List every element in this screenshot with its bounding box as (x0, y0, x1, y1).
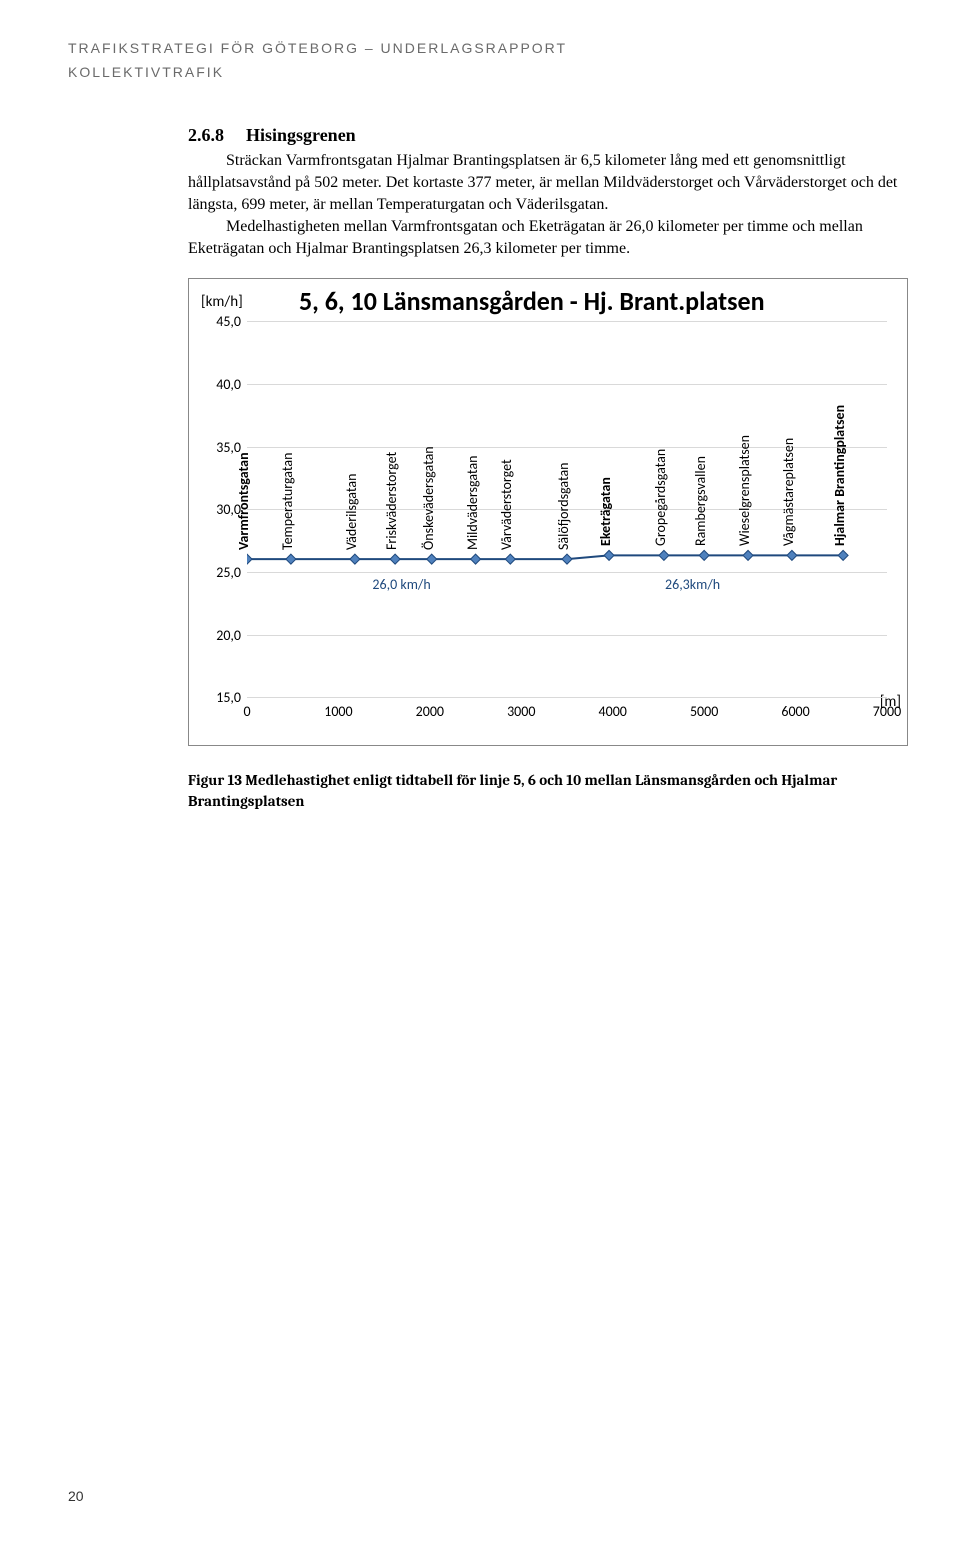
chart-marker (505, 555, 515, 565)
section-title: Hisingsgrenen (246, 125, 356, 145)
section-number: 2.6.8 (188, 125, 224, 145)
stop-label: Väderilsgatan (343, 473, 360, 549)
x-tick-label: 6000 (781, 703, 809, 720)
page-number: 20 (68, 1488, 84, 1504)
header-line2: KOLLEKTIVTRAFIK (68, 64, 567, 80)
chart-marker (286, 555, 296, 565)
speed-annotation: 26,0 km/h (372, 576, 430, 593)
y-tick-label: 25,0 (203, 564, 241, 581)
chart-title: 5, 6, 10 Länsmansgården - Hj. Brant.plat… (299, 285, 765, 317)
stop-label: Önskevädersgatan (420, 446, 437, 550)
chart-marker (699, 551, 709, 561)
chart-plot-area: 45,040,035,030,025,020,015,0010002000300… (247, 321, 887, 697)
header-line1: TRAFIKSTRATEGI FÖR GÖTEBORG – UNDERLAGSR… (68, 40, 567, 56)
stop-label: Eketrägatan (597, 477, 614, 546)
stop-label: Vårväderstorget (498, 459, 515, 550)
page-header: TRAFIKSTRATEGI FÖR GÖTEBORG – UNDERLAGSR… (68, 40, 567, 80)
chart-marker (787, 551, 797, 561)
para1: Sträckan Varmfrontsgatan Hjalmar Brantin… (188, 150, 908, 216)
section-heading: 2.6.8 Hisingsgrenen (188, 125, 908, 146)
chart-line (247, 556, 843, 560)
figure-caption: Figur 13 Medlehastighet enligt tidtabell… (188, 770, 908, 812)
chart-container: [km/h] 5, 6, 10 Länsmansgården - Hj. Bra… (188, 278, 908, 746)
main-content: 2.6.8 Hisingsgrenen Sträckan Varmfrontsg… (188, 125, 908, 812)
chart-marker (247, 555, 252, 565)
gridline (247, 321, 887, 322)
chart-marker (562, 555, 572, 565)
y-tick-label: 15,0 (203, 689, 241, 706)
chart-marker (604, 551, 614, 561)
body-paragraph: Sträckan Varmfrontsgatan Hjalmar Brantin… (188, 150, 908, 260)
stop-label: Rambergsvallen (692, 456, 709, 546)
y-tick-label: 20,0 (203, 627, 241, 644)
x-tick-label: 7000 (873, 703, 901, 720)
y-tick-label: 45,0 (203, 313, 241, 330)
gridline (247, 697, 887, 698)
x-tick-label: 4000 (599, 703, 627, 720)
gridline (247, 384, 887, 385)
stop-label: Mildvädersgatan (464, 455, 481, 550)
chart-marker (390, 555, 400, 565)
stop-label: Friskväderstorget (383, 451, 400, 549)
chart-marker (743, 551, 753, 561)
chart-marker (838, 551, 848, 561)
stop-label: Sälöfjordsgatan (555, 462, 572, 550)
stop-label: Wieselgrensplatsen (736, 435, 753, 546)
x-tick-label: 2000 (416, 703, 444, 720)
y-unit-label: [km/h] (201, 293, 243, 311)
stop-label: Gropegårdsgatan (652, 449, 669, 546)
stop-label: Varmfrontsgatan (235, 452, 252, 550)
chart-marker (659, 551, 669, 561)
chart-marker (350, 555, 360, 565)
stop-label: Hjalmar Brantingplatsen (831, 405, 848, 546)
para2: Medelhastigheten mellan Varmfrontsgatan … (188, 216, 908, 260)
x-tick-label: 3000 (507, 703, 535, 720)
chart-marker (427, 555, 437, 565)
x-tick-label: 5000 (690, 703, 718, 720)
stop-label: Temperaturgatan (279, 452, 296, 549)
chart-marker (471, 555, 481, 565)
speed-annotation: 26,3km/h (665, 576, 720, 593)
gridline (247, 635, 887, 636)
gridline (247, 572, 887, 573)
x-tick-label: 1000 (324, 703, 352, 720)
stop-label: Vågmästareplatsen (780, 438, 797, 546)
y-tick-label: 40,0 (203, 376, 241, 393)
x-tick-label: 0 (243, 703, 250, 720)
